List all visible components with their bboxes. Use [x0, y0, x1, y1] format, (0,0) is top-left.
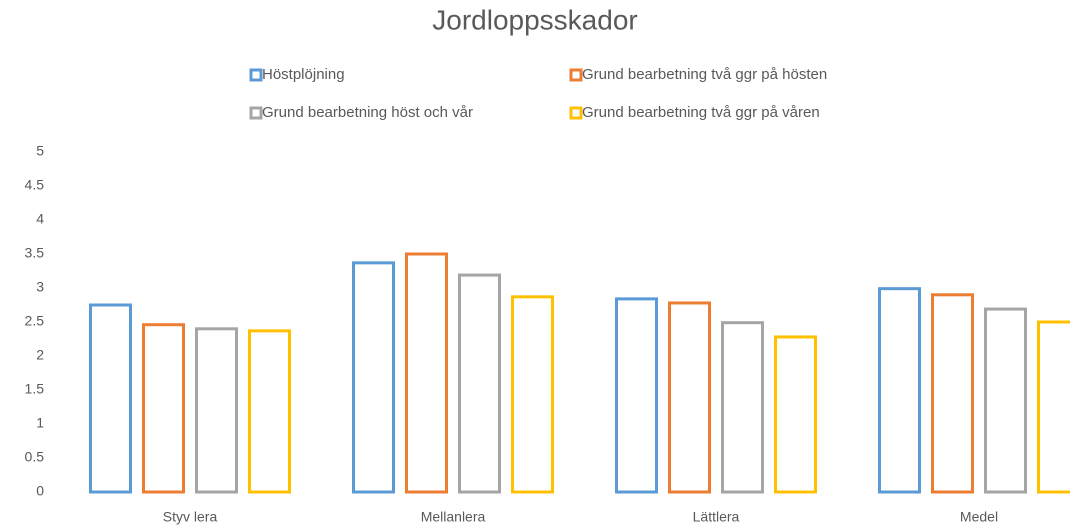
legend-swatch [249, 68, 263, 82]
x-tick-label: Medel [960, 509, 998, 525]
x-tick-label: Styv lera [163, 509, 218, 525]
bar [195, 327, 238, 494]
legend-label: Grund bearbetning två ggr på våren [582, 104, 820, 121]
legend-label: Grund bearbetning två ggr på hösten [582, 66, 827, 83]
legend-swatch [569, 68, 583, 82]
legend-swatch [569, 106, 583, 120]
bar [668, 301, 711, 494]
y-tick-label: 3 [36, 279, 44, 295]
bar [878, 287, 921, 494]
bar [458, 273, 501, 494]
y-tick-label: 4.5 [25, 177, 45, 193]
y-tick-label: 5 [36, 143, 44, 159]
bar [931, 293, 974, 494]
bar [248, 329, 291, 494]
x-tick-label: Lättlera [693, 509, 740, 525]
bar [721, 321, 764, 494]
bar [774, 335, 817, 494]
y-tick-label: 3.5 [25, 245, 45, 261]
y-tick-label: 4 [36, 211, 44, 227]
x-tick-label: Mellanlera [421, 509, 486, 525]
chart-title: Jordloppsskador [432, 4, 637, 35]
y-tick-label: 1 [36, 415, 44, 431]
bar [615, 297, 658, 494]
y-tick-label: 0 [36, 483, 44, 499]
bar [511, 295, 554, 494]
bar [405, 252, 448, 494]
bar [142, 323, 185, 494]
y-tick-label: 2.5 [25, 313, 45, 329]
legend-label: Grund bearbetning höst och vår [262, 104, 473, 121]
bar [1037, 320, 1070, 494]
y-tick-label: 1.5 [25, 381, 45, 397]
y-tick-label: 0.5 [25, 449, 45, 465]
y-tick-label: 2 [36, 347, 44, 363]
legend-swatch [249, 106, 263, 120]
legend-label: Höstplöjning [262, 66, 345, 83]
bar [984, 307, 1027, 494]
bar [352, 261, 395, 494]
bar [89, 303, 132, 494]
